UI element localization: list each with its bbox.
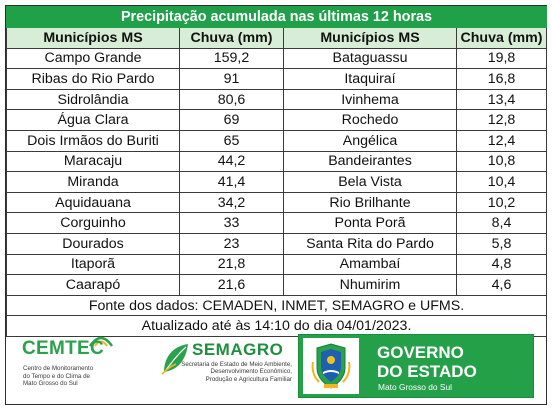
update-timestamp: Atualizado até às 14:10 do dia 04/01/202… — [5, 315, 548, 337]
cell-rain-right: 16,8 — [455, 68, 548, 90]
data-source-note: Fonte dos dados: CEMADEN, INMET, SEMAGRO… — [5, 294, 548, 317]
rainfall-table: Precipitação acumulada nas últimas 12 ho… — [5, 6, 548, 337]
table-row: Dourados 23 Santa Rita do Pardo 5,8 — [6, 232, 548, 255]
table-header-row: Municípios MS Chuva (mm) Municípios MS C… — [6, 27, 548, 49]
cell-municipality-right: Rio Brilhante — [283, 191, 457, 214]
cell-municipality-right: Nhumirim — [283, 274, 457, 296]
cell-rain-left: 159,2 — [179, 47, 284, 70]
cell-municipality-right: Rochedo — [283, 109, 457, 131]
crest-background — [303, 338, 359, 394]
table-row: Corguinho 33 Ponta Porã 8,4 — [6, 212, 548, 234]
cell-municipality-right: Amambaí — [283, 253, 457, 276]
cell-rain-left: 21,6 — [179, 274, 284, 296]
cell-municipality-right: Ponta Porã — [283, 212, 457, 234]
cemtec-subtitle-line: Mato Grosso do Sul — [23, 380, 78, 388]
cemtec-subtitle-line: Centro de Monitoramento — [23, 365, 94, 372]
cell-rain-left: 69 — [179, 109, 284, 131]
cell-municipality-right: Itaquiraí — [283, 68, 457, 90]
column-header-municipality-left: Municípios MS — [6, 27, 180, 49]
cell-municipality-left: Dourados — [6, 232, 180, 255]
table-row: Itaporã 21,8 Amambaí 4,8 — [6, 253, 548, 276]
leaf-icon — [161, 344, 188, 375]
cell-municipality-left: Maracaju — [6, 150, 180, 173]
cell-rain-right: 10,8 — [455, 150, 548, 173]
cemtec-arc-icon — [89, 336, 113, 347]
table-row: Sidrolândia 80,6 Ivinhema 13,4 — [6, 88, 548, 111]
cell-rain-right: 4,6 — [455, 274, 548, 296]
table-row: Maracaju 44,2 Bandeirantes 10,8 — [6, 150, 548, 173]
cell-rain-right: 4,8 — [455, 253, 548, 276]
cell-municipality-right: Bandeirantes — [283, 150, 457, 173]
table-row: Dois Irmãos do Buriti 65 Angélica 12,4 — [6, 129, 548, 152]
column-header-rain-left: Chuva (mm) — [179, 27, 284, 49]
semagro-logo: SEMAGRO Secretaria de Estado de Meio Amb… — [154, 336, 294, 398]
cell-rain-right: 12,8 — [455, 109, 548, 131]
cell-municipality-left: Miranda — [6, 171, 180, 193]
cemtec-subtitle: Centro de Monitoramento do Tempo e do Cl… — [23, 365, 143, 388]
governo-line-3: Mato Grosso do Sul — [378, 382, 453, 392]
semagro-subtitle-line: Desenvolvimento Econômico, — [210, 368, 292, 376]
cell-rain-left: 41,4 — [179, 171, 284, 193]
cell-municipality-right: Bela Vista — [283, 171, 457, 193]
cell-rain-left: 44,2 — [179, 150, 284, 173]
cemtec-logo: CEMTEC Centro de Monitoramento do Tempo … — [22, 336, 143, 396]
table-row: Água Clara 69 Rochedo 12,8 — [6, 109, 548, 131]
cell-rain-right: 12,4 — [455, 129, 548, 152]
cell-rain-right: 10,2 — [455, 191, 548, 214]
table-row: Aquidauana 34,2 Rio Brilhante 10,2 — [6, 191, 548, 214]
cell-rain-left: 91 — [179, 68, 284, 90]
cell-municipality-left: Aquidauana — [6, 191, 180, 214]
cell-municipality-left: Itaporã — [6, 253, 180, 276]
semagro-subtitle-line: Secretaria de Estado de Meio Ambiente, — [181, 361, 292, 368]
table-title: Precipitação acumulada nas últimas 12 ho… — [5, 6, 548, 28]
cell-municipality-left: Campo Grande — [6, 47, 180, 70]
cell-rain-left: 80,6 — [179, 88, 284, 111]
cell-municipality-right: Bataguassu — [283, 47, 457, 70]
cell-municipality-left: Corguinho — [6, 212, 180, 234]
cell-rain-left: 34,2 — [179, 191, 284, 214]
cell-rain-right: 5,8 — [455, 232, 548, 255]
cell-rain-right: 8,4 — [455, 212, 548, 234]
governo-line-2: DO ESTADO — [377, 362, 477, 381]
semagro-subtitle-line: Produção e Agricultura Familiar — [205, 375, 292, 383]
rainfall-report-card: Precipitação acumulada nas últimas 12 ho… — [5, 5, 548, 405]
cell-rain-left: 23 — [179, 232, 284, 255]
cell-municipality-left: Dois Irmãos do Buriti — [6, 129, 180, 152]
cell-rain-left: 21,8 — [179, 253, 284, 276]
cemtec-name: CEMTEC — [22, 338, 105, 359]
cell-rain-right: 13,4 — [455, 88, 548, 111]
cell-municipality-right: Angélica — [283, 129, 457, 152]
semagro-subtitle: Secretaria de Estado de Meio Ambiente, D… — [156, 361, 292, 383]
cell-rain-right: 19,8 — [455, 47, 548, 70]
state-crest-icon — [311, 343, 351, 389]
footer-logos: CEMTEC Centro de Monitoramento do Tempo … — [6, 328, 546, 404]
cell-municipality-left: Ribas do Rio Pardo — [6, 68, 180, 90]
cell-rain-left: 65 — [179, 129, 284, 152]
cell-municipality-left: Água Clara — [6, 109, 180, 131]
governo-line-1: GOVERNO — [377, 343, 464, 362]
cell-rain-left: 33 — [179, 212, 284, 234]
semagro-name: SEMAGRO — [192, 340, 284, 359]
table-row: Ribas do Rio Pardo 91 Itaquiraí 16,8 — [6, 68, 548, 90]
governo-ms-logo: GOVERNO DO ESTADO Mato Grosso do Sul — [298, 334, 534, 398]
cell-municipality-left: Caarapó — [6, 274, 180, 296]
cell-municipality-right: Ivinhema — [283, 88, 457, 111]
table-row: Miranda 41,4 Bela Vista 10,4 — [6, 171, 548, 193]
cemtec-subtitle-line: do Tempo e do Clima de — [23, 372, 90, 380]
column-header-municipality-right: Municípios MS — [283, 27, 457, 49]
cell-municipality-left: Sidrolândia — [6, 88, 180, 111]
cell-municipality-right: Santa Rita do Pardo — [283, 232, 457, 255]
table-row: Caarapó 21,6 Nhumirim 4,6 — [6, 274, 548, 296]
table-row: Campo Grande 159,2 Bataguassu 19,8 — [6, 47, 548, 70]
cell-rain-right: 10,4 — [455, 171, 548, 193]
column-header-rain-right: Chuva (mm) — [455, 27, 548, 49]
